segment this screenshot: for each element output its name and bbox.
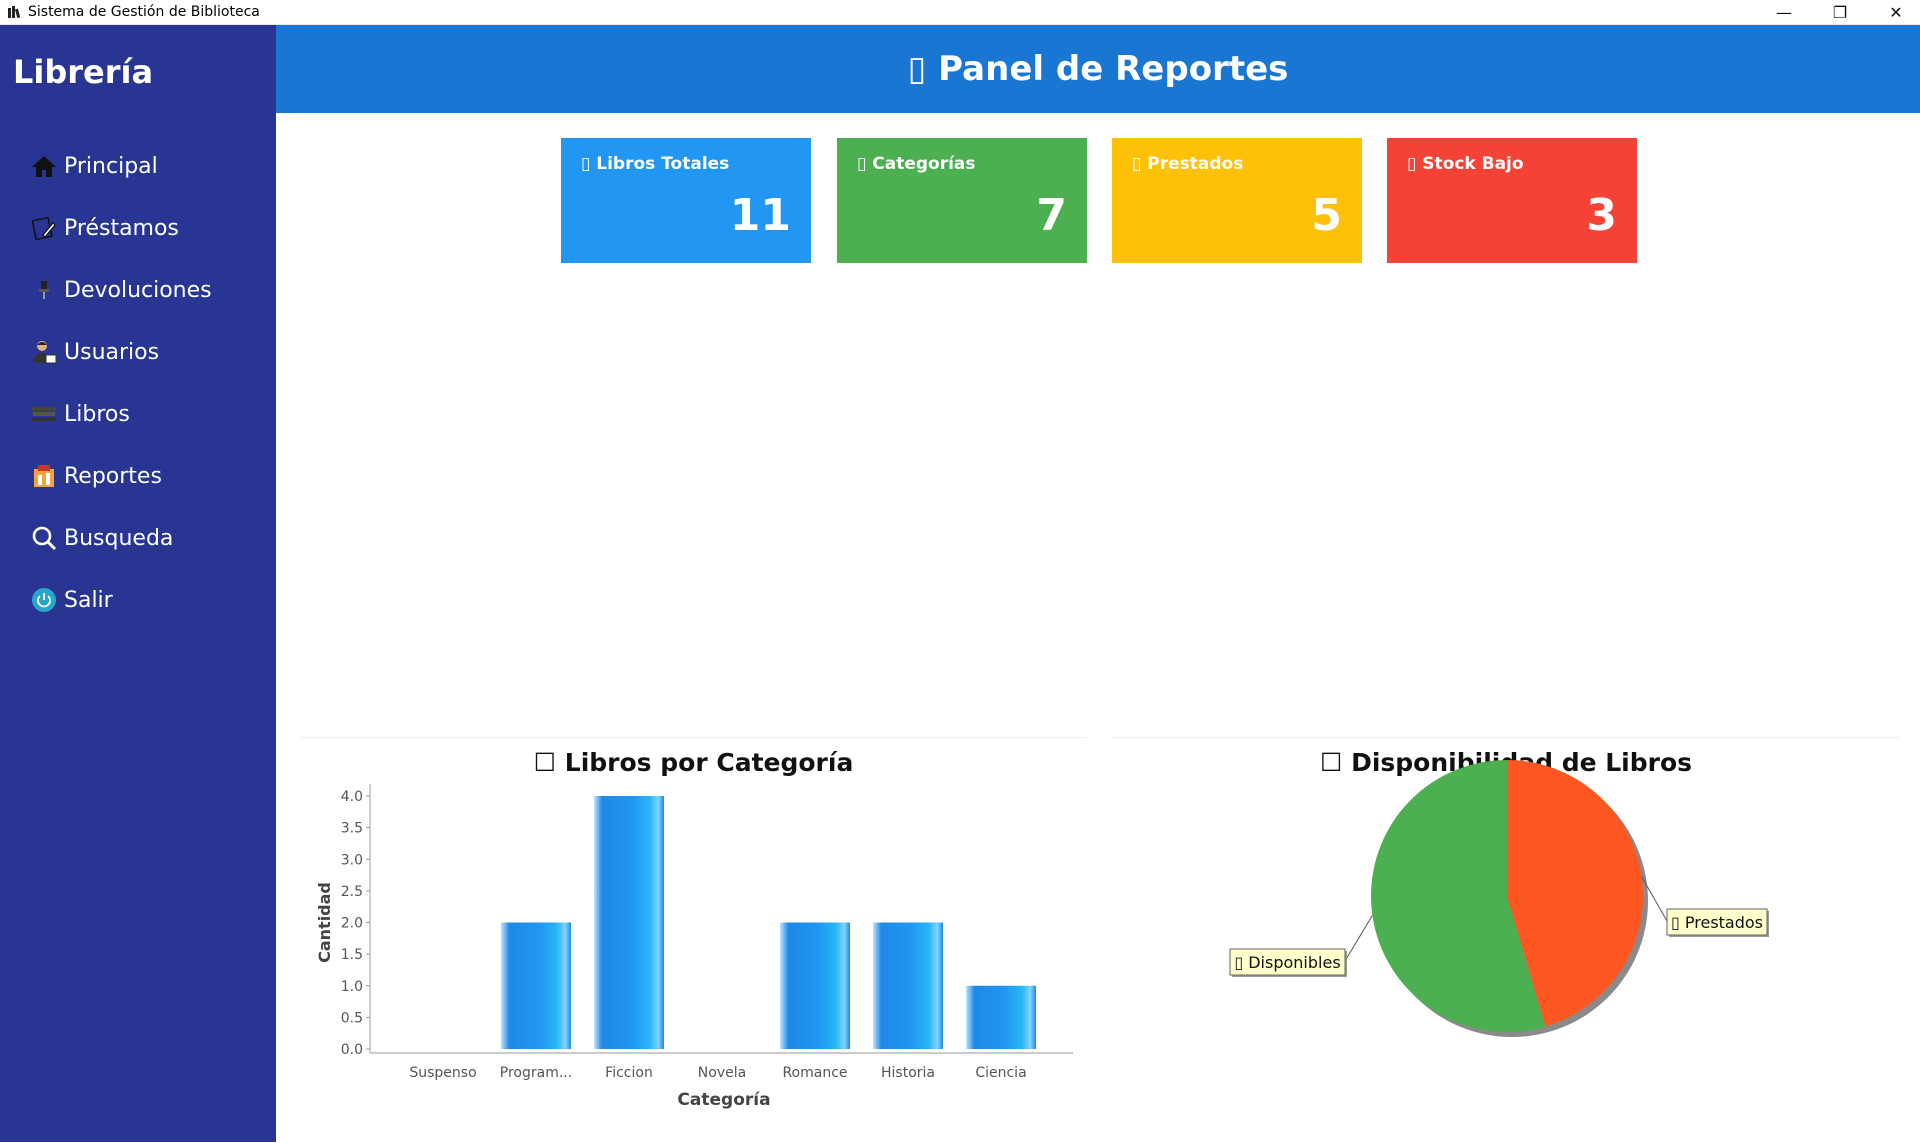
y-tick-label: 0.0 xyxy=(341,1042,363,1058)
stat-card-label: ▯ Prestados xyxy=(1132,154,1244,174)
library-icon xyxy=(8,6,21,18)
stat-card-label: ▯ Stock Bajo xyxy=(1407,154,1524,174)
report-icon xyxy=(30,462,58,490)
x-tick-label: Historia xyxy=(881,1065,935,1081)
x-axis-label: Categoría xyxy=(677,1090,770,1110)
window-title: Sistema de Gestión de Biblioteca xyxy=(28,4,260,20)
pie-chart: ▯ Prestados ▯ Disponibles xyxy=(1229,760,1769,1037)
stat-card-value: 11 xyxy=(729,190,791,241)
brand-title: Librería xyxy=(13,53,154,91)
pie-label-leader xyxy=(1344,915,1373,962)
x-tick-label: Ciencia xyxy=(975,1065,1026,1081)
y-axis-label: Cantidad xyxy=(315,882,334,963)
stat-card-value: 7 xyxy=(1036,190,1067,241)
bar-chart-title: ☐ Libros por Categoría xyxy=(533,748,854,777)
minimize-button[interactable]: — xyxy=(1776,3,1792,22)
stat-card-label: ▯ Categorías xyxy=(857,154,976,174)
pie-label-prestados: ▯ Prestados xyxy=(1671,913,1763,932)
power-icon xyxy=(30,586,58,614)
pie-slice-disponibles[interactable] xyxy=(1371,760,1546,1032)
stat-card-value: 5 xyxy=(1311,190,1342,241)
pie-label-box xyxy=(1666,908,1768,936)
sidebar-item-devoluciones[interactable]: Devoluciones xyxy=(30,270,270,310)
title-bar: Sistema de Gestión de Biblioteca — ❐ ✕ xyxy=(0,0,1920,25)
home-icon xyxy=(30,152,58,180)
y-tick-label: 2.5 xyxy=(341,884,363,900)
pin-icon xyxy=(30,276,58,304)
x-tick-label: Ficcion xyxy=(605,1065,653,1081)
book-edit-icon xyxy=(30,214,58,242)
sidebar-item-label: Préstamos xyxy=(64,215,179,241)
books-icon xyxy=(30,400,58,428)
search-icon xyxy=(30,524,58,552)
sidebar-item-label: Devoluciones xyxy=(64,277,212,303)
maximize-button[interactable]: ❐ xyxy=(1832,3,1848,22)
y-tick-label: 1.5 xyxy=(341,947,363,963)
y-tick-label: 1.0 xyxy=(341,979,363,995)
sidebar-item-label: Principal xyxy=(64,153,158,179)
stat-card-libros-totales: ▯ Libros Totales 11 xyxy=(561,138,811,263)
sidebar-item-busqueda[interactable]: Busqueda xyxy=(30,518,270,558)
stat-card-label: ▯ Libros Totales xyxy=(581,154,730,174)
sidebar-item-prestamos[interactable]: Préstamos xyxy=(30,208,270,248)
page-header: ▯ Panel de Reportes xyxy=(276,25,1920,113)
sidebar-item-label: Reportes xyxy=(64,463,162,489)
pie-label-disponibles: ▯ Disponibles xyxy=(1234,953,1340,972)
stat-card-categorias: ▯ Categorías 7 xyxy=(837,138,1087,263)
stat-card-stock-bajo: ▯ Stock Bajo 3 xyxy=(1387,138,1637,263)
y-tick-label: 2.0 xyxy=(341,916,363,932)
sidebar-item-label: Usuarios xyxy=(64,339,160,365)
bar-chart: 0.0 0.5 1.0 1.5 2.0 2.5 3.0 3.5 4.0 Cantidad Suspe… xyxy=(315,784,1073,1110)
sidebar: Librería Principal Préstamos Devolucione… xyxy=(0,25,276,1142)
pie-slice-prestados[interactable] xyxy=(1507,760,1643,1027)
y-tick-label: 3.5 xyxy=(341,821,363,837)
pie-label-leader xyxy=(1641,876,1668,922)
x-tick-label: Novela xyxy=(698,1065,746,1081)
y-tick-label: 3.0 xyxy=(341,852,363,868)
sidebar-item-libros[interactable]: Libros xyxy=(30,394,270,434)
close-button[interactable]: ✕ xyxy=(1889,3,1903,22)
user-icon xyxy=(30,338,58,366)
bar-ficcion[interactable] xyxy=(594,796,664,1049)
pie-chart-panel: ☐ Disponibilidad de Libros ▯ Prestados ▯ … xyxy=(1112,737,1900,1142)
bar-ciencia[interactable] xyxy=(966,985,1036,1049)
sidebar-item-principal[interactable]: Principal xyxy=(30,146,270,186)
x-tick-label: Program... xyxy=(500,1065,572,1081)
x-tick-label: Suspenso xyxy=(409,1065,476,1081)
sidebar-item-salir[interactable]: Salir xyxy=(30,580,270,620)
bar-historia[interactable] xyxy=(873,922,943,1050)
stat-card-prestados: ▯ Prestados 5 xyxy=(1112,138,1362,263)
sidebar-item-reportes[interactable]: Reportes xyxy=(30,456,270,496)
bar-romance[interactable] xyxy=(780,922,850,1050)
stat-card-value: 3 xyxy=(1586,190,1617,241)
y-tick-label: 0.5 xyxy=(341,1010,363,1026)
pie-label-box xyxy=(1229,948,1346,976)
sidebar-item-usuarios[interactable]: Usuarios xyxy=(30,332,270,372)
bar-program[interactable] xyxy=(501,922,571,1050)
sidebar-item-label: Salir xyxy=(64,587,113,613)
x-tick-label: Romance xyxy=(782,1065,847,1081)
page-title: ▯ Panel de Reportes xyxy=(907,49,1289,89)
bar-chart-panel: ☐ Libros por Categoría 0.0 0.5 1.0 1.5 2.0 2.… xyxy=(300,737,1087,1142)
sidebar-item-label: Busqueda xyxy=(64,525,174,551)
y-tick-label: 4.0 xyxy=(341,789,363,805)
sidebar-item-label: Libros xyxy=(64,401,130,427)
